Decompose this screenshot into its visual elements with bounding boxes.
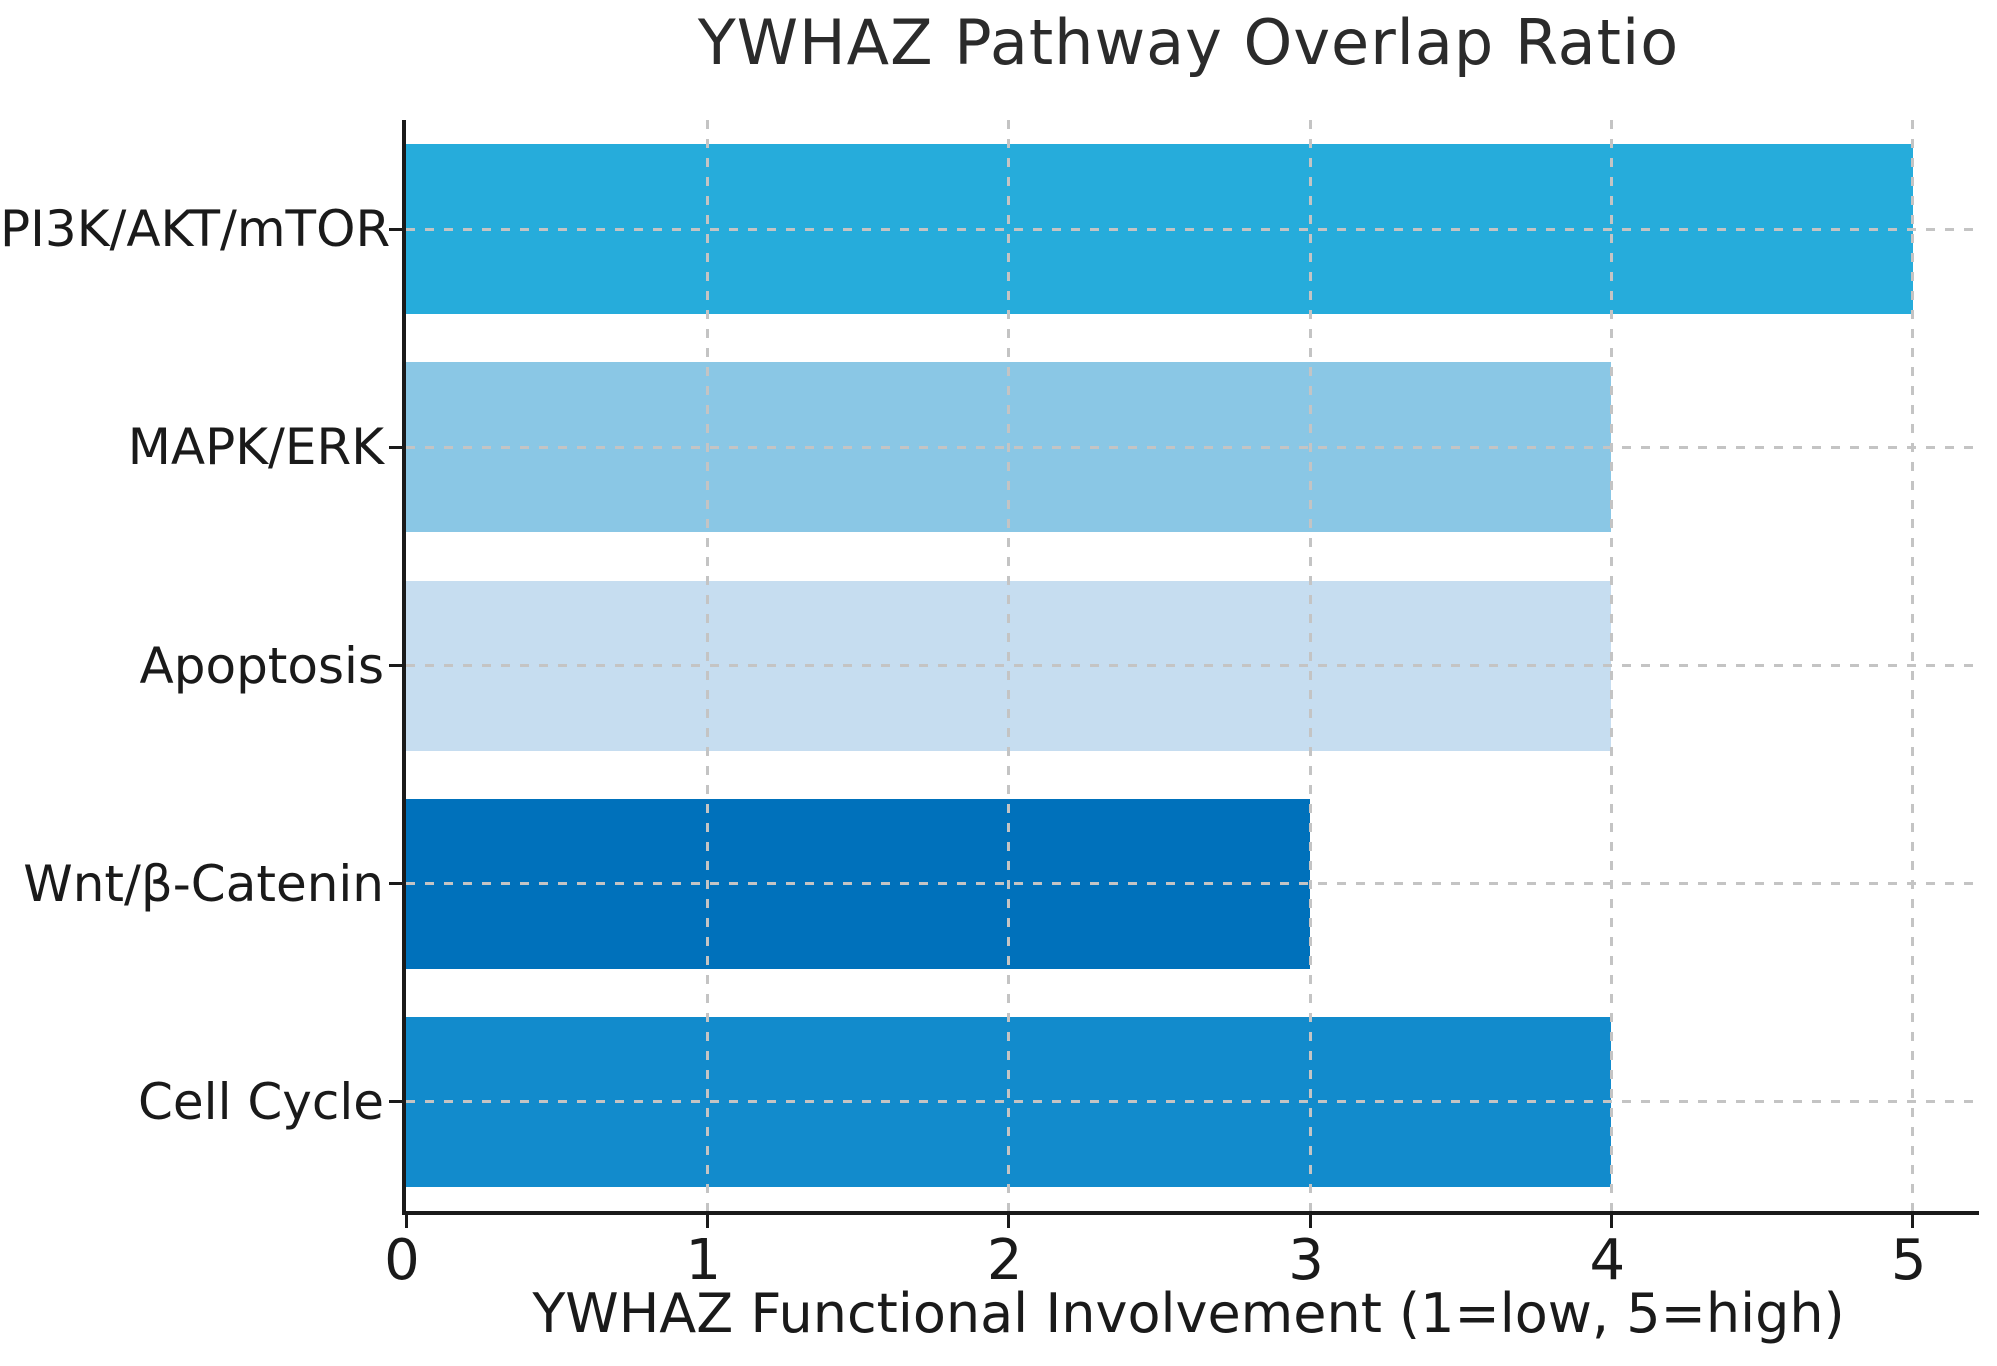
x-tick-label: 1 (685, 1228, 722, 1293)
x-tick-label: 4 (1589, 1228, 1626, 1293)
x-axis-label: YWHAZ Functional Involvement (1=low, 5=h… (532, 1282, 1845, 1345)
y-tick-label: Apoptosis (139, 636, 384, 695)
x-tick-label: 2 (986, 1228, 1023, 1293)
x-axis-tick (1308, 1215, 1312, 1228)
chart-title: YWHAZ Pathway Overlap Ratio (697, 6, 1680, 79)
gridline-horizontal (406, 1100, 1979, 1104)
y-tick-label: Cell Cycle (138, 1072, 384, 1131)
y-axis-tick (389, 445, 402, 449)
y-axis-tick (389, 882, 402, 886)
x-axis-tick (1007, 1215, 1011, 1228)
y-tick-label: PI3K/AKT/mTOR (0, 200, 391, 259)
y-tick-label: MAPK/ERK (127, 418, 384, 477)
x-tick-label: 5 (1890, 1228, 1927, 1293)
y-axis-tick (389, 227, 402, 231)
y-axis-tick (389, 1100, 402, 1104)
x-axis-tick (404, 1215, 408, 1228)
y-tick-label: Wnt/β-Catenin (23, 854, 384, 913)
x-tick-label: 3 (1288, 1228, 1324, 1293)
x-tick-label: 0 (384, 1228, 420, 1293)
gridline-horizontal (406, 227, 1979, 231)
gridline-horizontal (406, 882, 1979, 886)
gridline-horizontal (406, 664, 1979, 667)
x-axis-tick (1911, 1215, 1915, 1228)
x-axis-tick (1609, 1215, 1613, 1228)
x-axis-tick (705, 1215, 709, 1228)
y-axis-tick (389, 664, 402, 667)
gridline-horizontal (406, 445, 1979, 449)
plot-area (389, 120, 1979, 1228)
